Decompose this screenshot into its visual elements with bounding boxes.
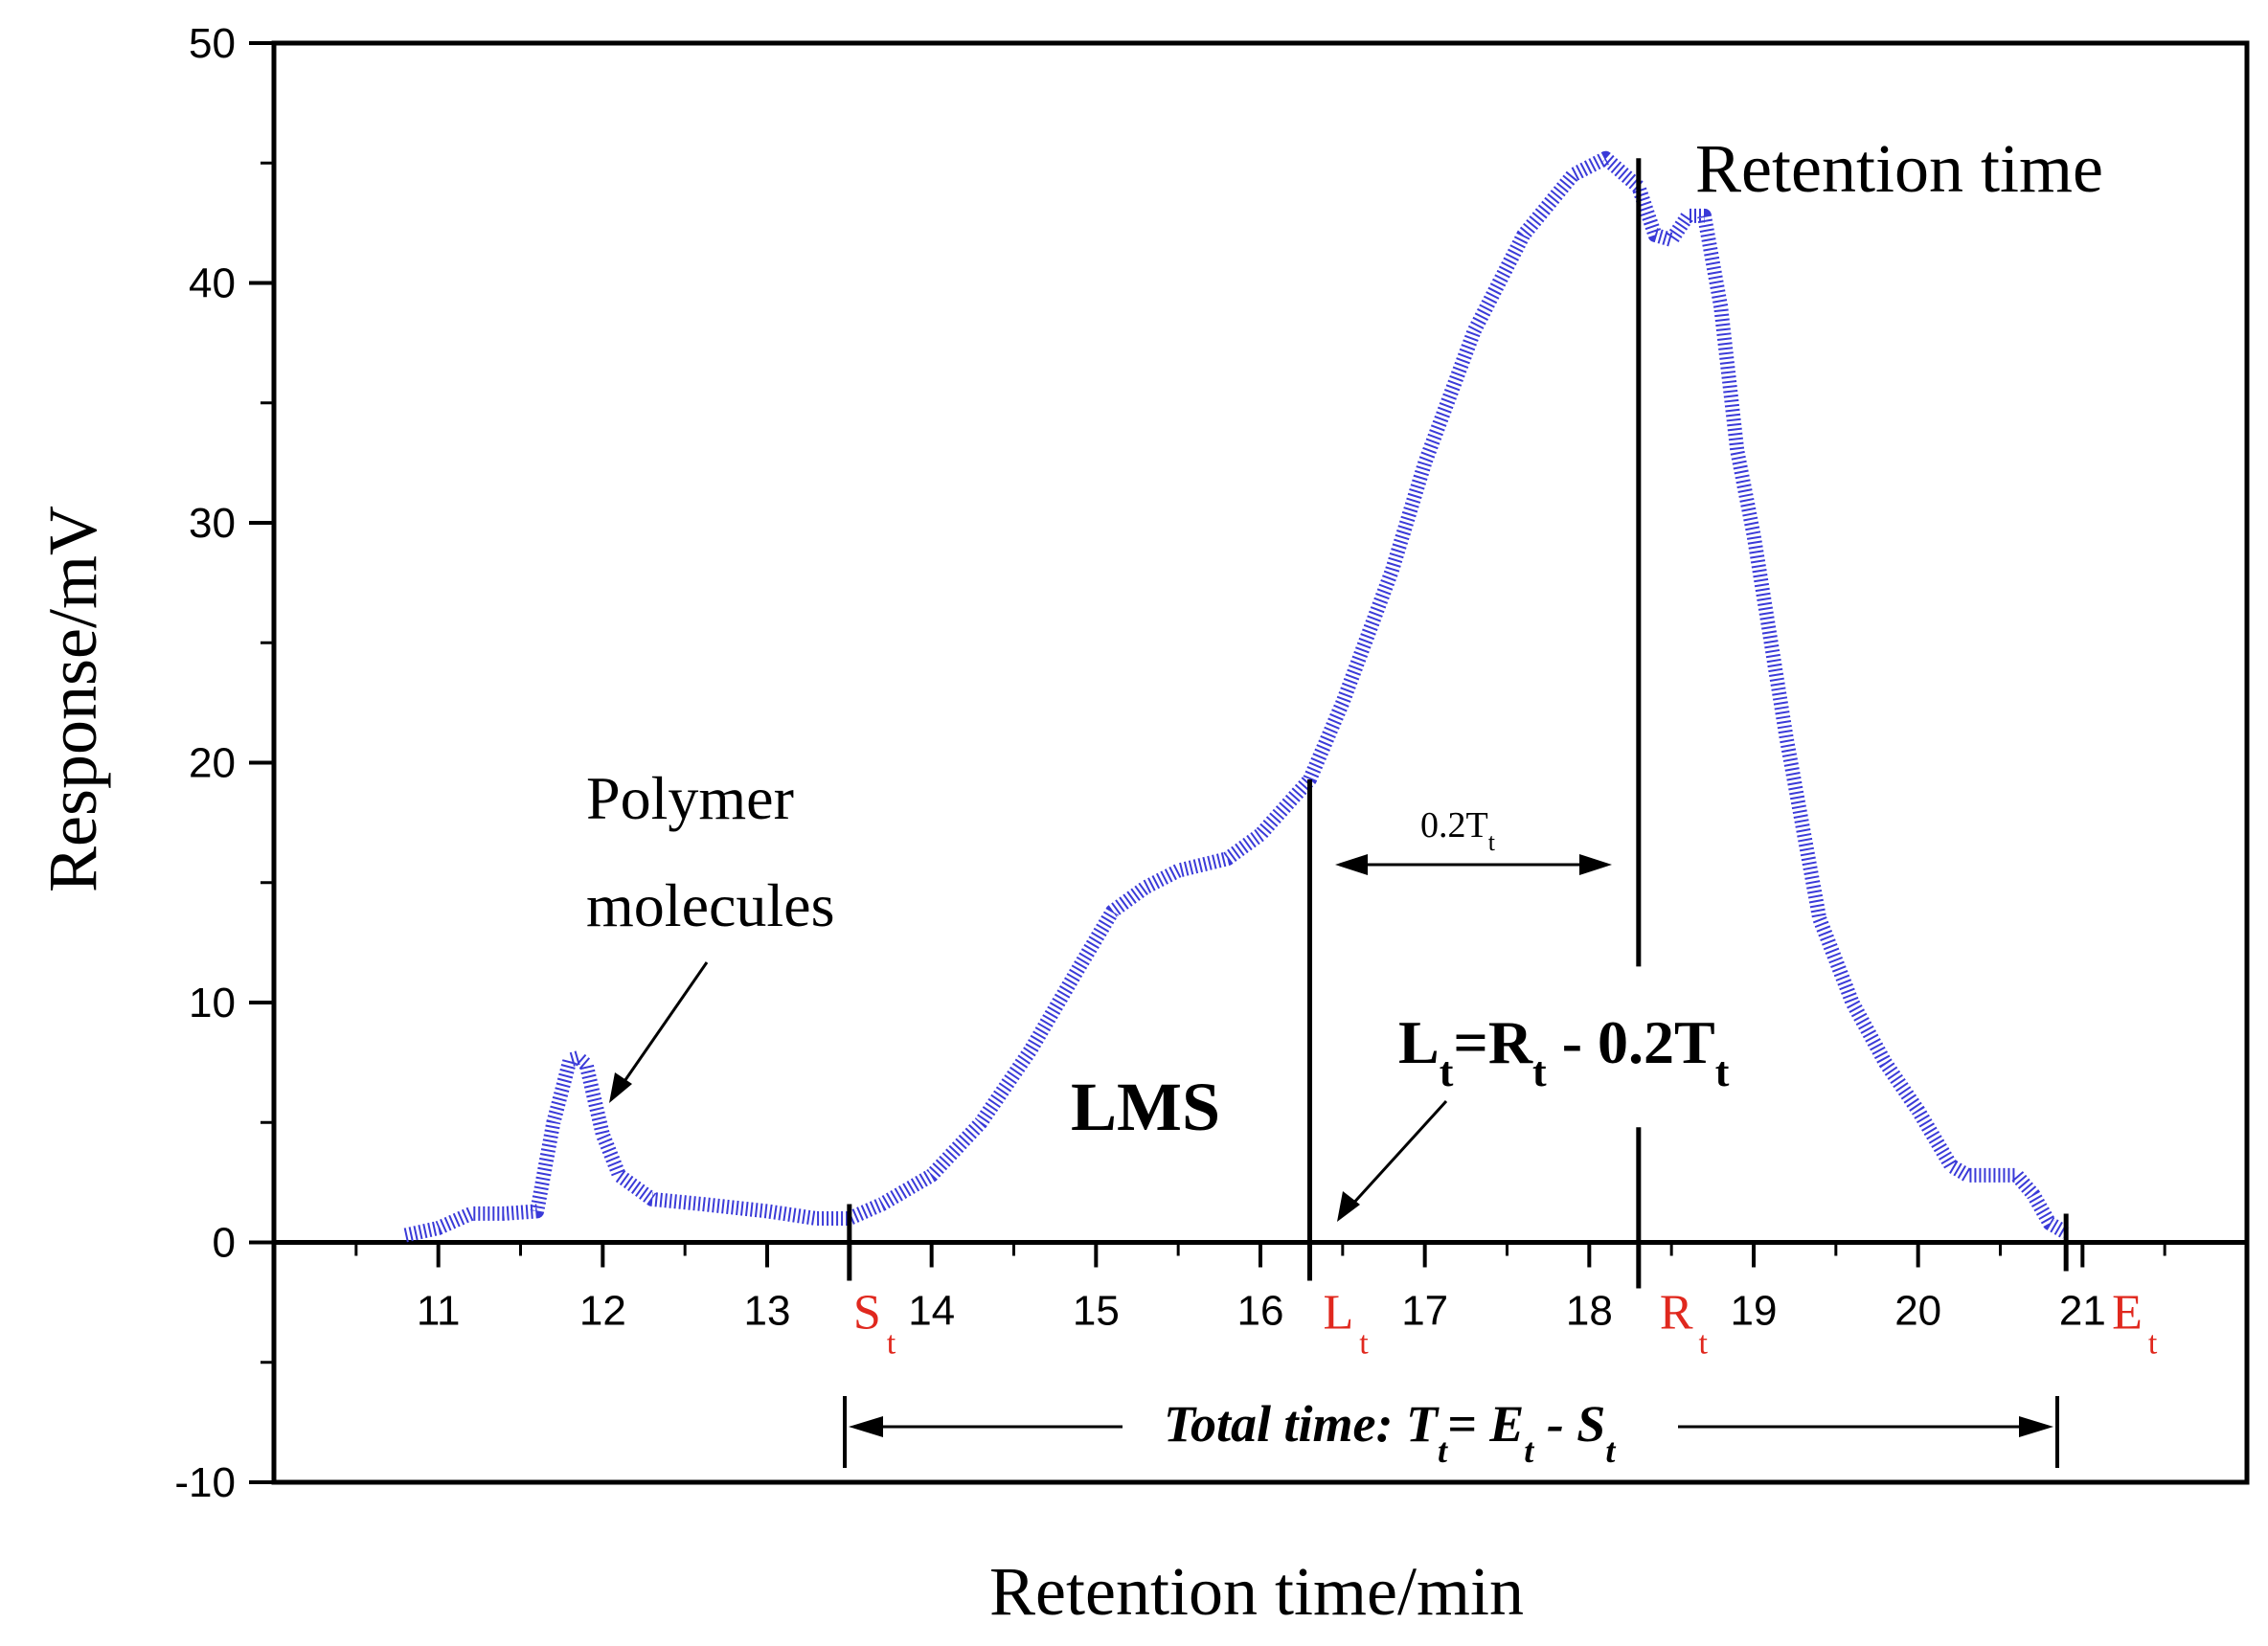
interval-arrowhead-left xyxy=(1335,854,1368,875)
retention-time-label: Retention time xyxy=(1695,130,2103,207)
y-tick-label: 0 xyxy=(213,1220,236,1267)
formula-l: L xyxy=(1398,1008,1440,1076)
marker-rt-sub: t xyxy=(1699,1326,1709,1362)
y-tick-label: 10 xyxy=(189,980,236,1026)
marker-label-lt: Lt xyxy=(1324,1286,1370,1362)
total-time-sub3: t xyxy=(1605,1432,1616,1470)
polymer-label-line1: Polymer xyxy=(586,764,794,832)
total-time-label: Total time: Tt= Et - St xyxy=(1164,1395,1616,1470)
marker-rt-base: R xyxy=(1660,1286,1693,1341)
y-axis-ticks: -10 0 10 20 30 40 50 xyxy=(174,20,274,1506)
marker-lt-base: L xyxy=(1324,1286,1354,1341)
y-tick-label: 20 xyxy=(189,740,236,787)
x-tick-label: 19 xyxy=(1731,1288,1778,1335)
x-axis-ticks: 11 12 13 14 15 16 17 18 19 20 21 xyxy=(354,1242,2166,1335)
polymer-arrowhead xyxy=(609,1072,632,1103)
x-tick-label: 12 xyxy=(579,1288,626,1335)
total-time-eq: = E xyxy=(1447,1395,1524,1453)
y-tick-label: 30 xyxy=(189,500,236,547)
x-tick-label: 17 xyxy=(1401,1288,1448,1335)
x-tick-label: 20 xyxy=(1894,1288,1941,1335)
formula-t-sub: t xyxy=(1715,1048,1730,1095)
total-time-sub1: t xyxy=(1438,1432,1448,1470)
x-tick-label: 16 xyxy=(1237,1288,1284,1335)
x-tick-label: 14 xyxy=(908,1288,955,1335)
x-tick-label: 15 xyxy=(1073,1288,1120,1335)
y-tick-label: 40 xyxy=(189,260,236,307)
marker-label-et: Et xyxy=(2112,1286,2158,1362)
interval-arrowhead-right xyxy=(1579,854,1612,875)
x-tick-label: 18 xyxy=(1566,1288,1613,1335)
y-tick-label: -10 xyxy=(174,1459,236,1506)
total-time-arrowhead-right xyxy=(2019,1416,2053,1437)
formula-r-sub: t xyxy=(1532,1048,1547,1095)
marker-et-sub: t xyxy=(2148,1326,2158,1362)
lms-label: LMS xyxy=(1071,1069,1220,1145)
interval-label: 0.2Tt xyxy=(1420,805,1496,856)
interval-base: 0.2T xyxy=(1420,805,1488,846)
formula-eq-r: =R xyxy=(1453,1008,1532,1076)
polymer-arrow xyxy=(619,961,709,1088)
marker-label-st: St xyxy=(853,1286,896,1362)
total-time-minus: - S xyxy=(1533,1395,1605,1453)
marker-et-base: E xyxy=(2112,1286,2143,1341)
chromatogram-curve xyxy=(403,150,2070,1243)
interval-sub: t xyxy=(1488,828,1496,856)
marker-lt-sub: t xyxy=(1359,1326,1369,1362)
x-tick-label: 11 xyxy=(417,1288,461,1335)
marker-st-sub: t xyxy=(887,1326,896,1362)
formula-arrow xyxy=(1349,1099,1448,1208)
formula-tail: - 0.2T xyxy=(1547,1008,1715,1076)
formula-label: Lt=Rt - 0.2Tt xyxy=(1398,1008,1730,1095)
total-time-sub2: t xyxy=(1524,1432,1534,1470)
marker-st-base: S xyxy=(853,1286,881,1341)
marker-label-rt: Rt xyxy=(1660,1286,1709,1362)
x-tick-label: 13 xyxy=(744,1288,791,1335)
y-tick-label: 50 xyxy=(189,20,236,67)
total-time-arrowhead-left xyxy=(849,1416,883,1437)
polymer-label-line2: molecules xyxy=(586,871,834,939)
total-time-prefix: Total time: T xyxy=(1164,1395,1440,1453)
y-axis-title: Response/mV xyxy=(34,506,111,892)
formula-l-sub: t xyxy=(1440,1048,1454,1095)
marker-lines xyxy=(847,158,2069,1289)
formula-arrowhead xyxy=(1337,1191,1360,1222)
x-axis-title: Retention time/min xyxy=(989,1553,1524,1630)
x-tick-label: 21 xyxy=(2059,1288,2106,1335)
